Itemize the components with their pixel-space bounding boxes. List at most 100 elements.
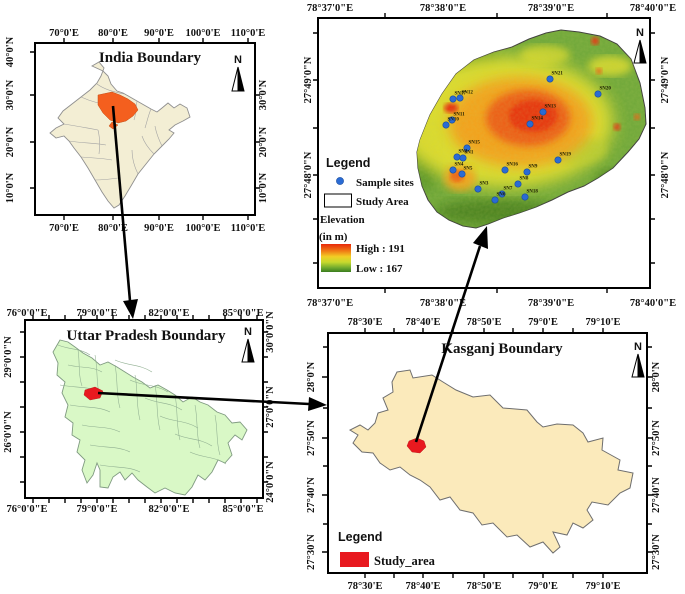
sample-site-label: SN16	[507, 163, 519, 168]
india-xtick-top: 70°0'E	[49, 28, 79, 39]
sample-site-dot	[463, 144, 471, 152]
india-ytick-right: 30°0'N	[258, 79, 269, 110]
kas-ytick-left: 28°0'N	[306, 361, 317, 392]
sample-site-dot	[474, 185, 482, 193]
kas-xtick-bottom: 78°50'E	[466, 581, 501, 592]
north-arrow-icon	[633, 39, 641, 64]
elevation-low-label: Low : 167	[356, 263, 403, 275]
sample-site-dot	[523, 168, 531, 176]
up-xtick-top: 82°0'0"E	[149, 308, 190, 319]
kas-ytick-left: 27°40'N	[306, 477, 317, 513]
kasganj-boundary-shape	[348, 369, 634, 554]
up-xtick-bottom: 85°0'0"E	[223, 504, 264, 515]
sample-site-label: SN20	[600, 87, 612, 92]
india-map-frame	[34, 42, 256, 216]
kas-xtick-bottom: 78°40'E	[405, 581, 440, 592]
india-axis-ticks	[30, 38, 260, 220]
arrow-india-to-up	[111, 105, 132, 302]
panel-india: 70°0'E 80°0'E 90°0'E 100°0'E 110°0'E 70°…	[5, 28, 269, 234]
uttar-pradesh-district-boundaries	[57, 344, 227, 473]
kas-xtick-top: 78°30'E	[347, 317, 382, 328]
up-ytick-right: 30°0'0"N	[265, 311, 276, 353]
up-xtick-bottom: 79°0'0"E	[77, 504, 118, 515]
elev-xtick-top: 78°39'0"E	[528, 3, 574, 14]
sample-site-dot	[501, 166, 509, 174]
elev-xtick-bottom: 78°39'0"E	[528, 298, 574, 309]
north-arrow-icon	[631, 353, 639, 378]
elev-ytick-left: 27°49'0"N	[303, 56, 314, 103]
elevation-unit-label: (in m)	[319, 231, 348, 243]
india-ytick-right: 20°0'N	[258, 126, 269, 157]
india-ytick-left: 40°0'N	[5, 36, 16, 67]
kas-xtick-top: 78°50'E	[466, 317, 501, 328]
arrowhead-up-to-kasganj	[308, 397, 327, 411]
india-xtick-top: 80°0'E	[98, 28, 128, 39]
india-xtick-bottom: 90°0'E	[144, 223, 174, 234]
sample-site-dot	[449, 95, 457, 103]
sample-sites-legend-label: Sample sites	[356, 177, 414, 189]
sample-site-dot	[448, 116, 456, 124]
up-xtick-bottom: 82°0'0"E	[149, 504, 190, 515]
sample-site-dot	[458, 170, 466, 178]
elev-ytick-right: 27°48'0"N	[660, 151, 671, 198]
sample-site-label: SN14	[532, 117, 544, 122]
elevation-legend: Legend Sample sites Study Area Elevation…	[319, 156, 414, 275]
uttar-pradesh-axis-ticks	[20, 315, 268, 503]
panel-kasganj: 78°30'E 78°40'E 78°50'E 79°0'E 79°10'E 7…	[306, 317, 662, 592]
elevation-axis-ticks	[313, 13, 655, 293]
sample-site-label: SN17	[455, 92, 467, 97]
kas-xtick-bottom: 79°0'E	[528, 581, 558, 592]
elevation-legend-heading: Elevation	[320, 214, 365, 226]
kasganj-map-frame	[327, 332, 648, 574]
elev-xtick-bottom: 78°40'0"E	[630, 298, 676, 309]
arrowhead-kasganj-to-elevation	[473, 226, 488, 249]
sample-site-label: SN11	[454, 113, 466, 118]
sample-site-label: SN13	[545, 105, 557, 110]
sample-site-label: SN1	[465, 151, 474, 156]
north-arrow-icon	[241, 338, 249, 363]
kasganj-district-highlight	[83, 386, 104, 401]
legend-title: Legend	[326, 156, 370, 170]
india-xtick-top: 100°0'E	[185, 28, 220, 39]
elev-ytick-right: 27°49'0"N	[660, 56, 671, 103]
sample-site-dot	[594, 90, 602, 98]
sample-site-dot	[459, 154, 467, 162]
sample-site-dot	[539, 108, 547, 116]
sample-site-label: SN7	[504, 187, 513, 192]
kas-ytick-right: 27°50'N	[651, 420, 662, 456]
sample-site-dot	[526, 120, 534, 128]
study-area-legend-icon	[340, 552, 369, 567]
sample-site-label: SN15	[469, 141, 481, 146]
kasganj-legend: Legend Study_area	[338, 530, 436, 568]
north-arrow-icon	[247, 338, 255, 363]
kasganj-map-title: Kasganj Boundary	[441, 341, 563, 357]
north-arrow-label: N	[634, 341, 642, 353]
sample-site-label: SN4	[455, 163, 464, 168]
sample-sites-layer: SN21SN20SN17SN12SN11SN10SN13SN14SN15SN2S…	[442, 72, 612, 204]
sample-site-dot	[456, 94, 464, 102]
up-ytick-right: 24°0'0"N	[265, 461, 276, 503]
sample-site-label: SN8	[520, 177, 529, 182]
up-xtick-top: 76°0'0"E	[7, 308, 48, 319]
sample-sites-legend-icon	[336, 177, 344, 185]
sample-site-label: SN3	[480, 182, 489, 187]
kas-xtick-top: 78°40'E	[405, 317, 440, 328]
sample-site-dot	[514, 180, 522, 188]
elevation-north-arrow: N	[633, 27, 647, 64]
elev-xtick-top: 78°37'0"E	[307, 3, 353, 14]
elevation-high-label: High : 191	[356, 243, 405, 255]
arrow-up-to-kasganj	[97, 391, 310, 406]
india-ytick-left: 20°0'N	[5, 126, 16, 157]
uttar-pradesh-north-arrow: N	[241, 326, 255, 363]
india-xtick-top: 110°0'E	[231, 28, 266, 39]
india-ytick-left: 30°0'N	[5, 79, 16, 110]
arrowhead-india-to-up	[123, 299, 138, 319]
up-ytick-left: 26°0'0"N	[3, 411, 14, 453]
kas-xtick-top: 79°0'E	[528, 317, 558, 328]
india-map-title: India Boundary	[99, 50, 202, 66]
kas-xtick-top: 79°10'E	[585, 317, 620, 328]
kas-ytick-right: 27°40'N	[651, 477, 662, 513]
kas-ytick-right: 27°30'N	[651, 534, 662, 570]
kasganj-north-arrow: N	[631, 341, 645, 378]
